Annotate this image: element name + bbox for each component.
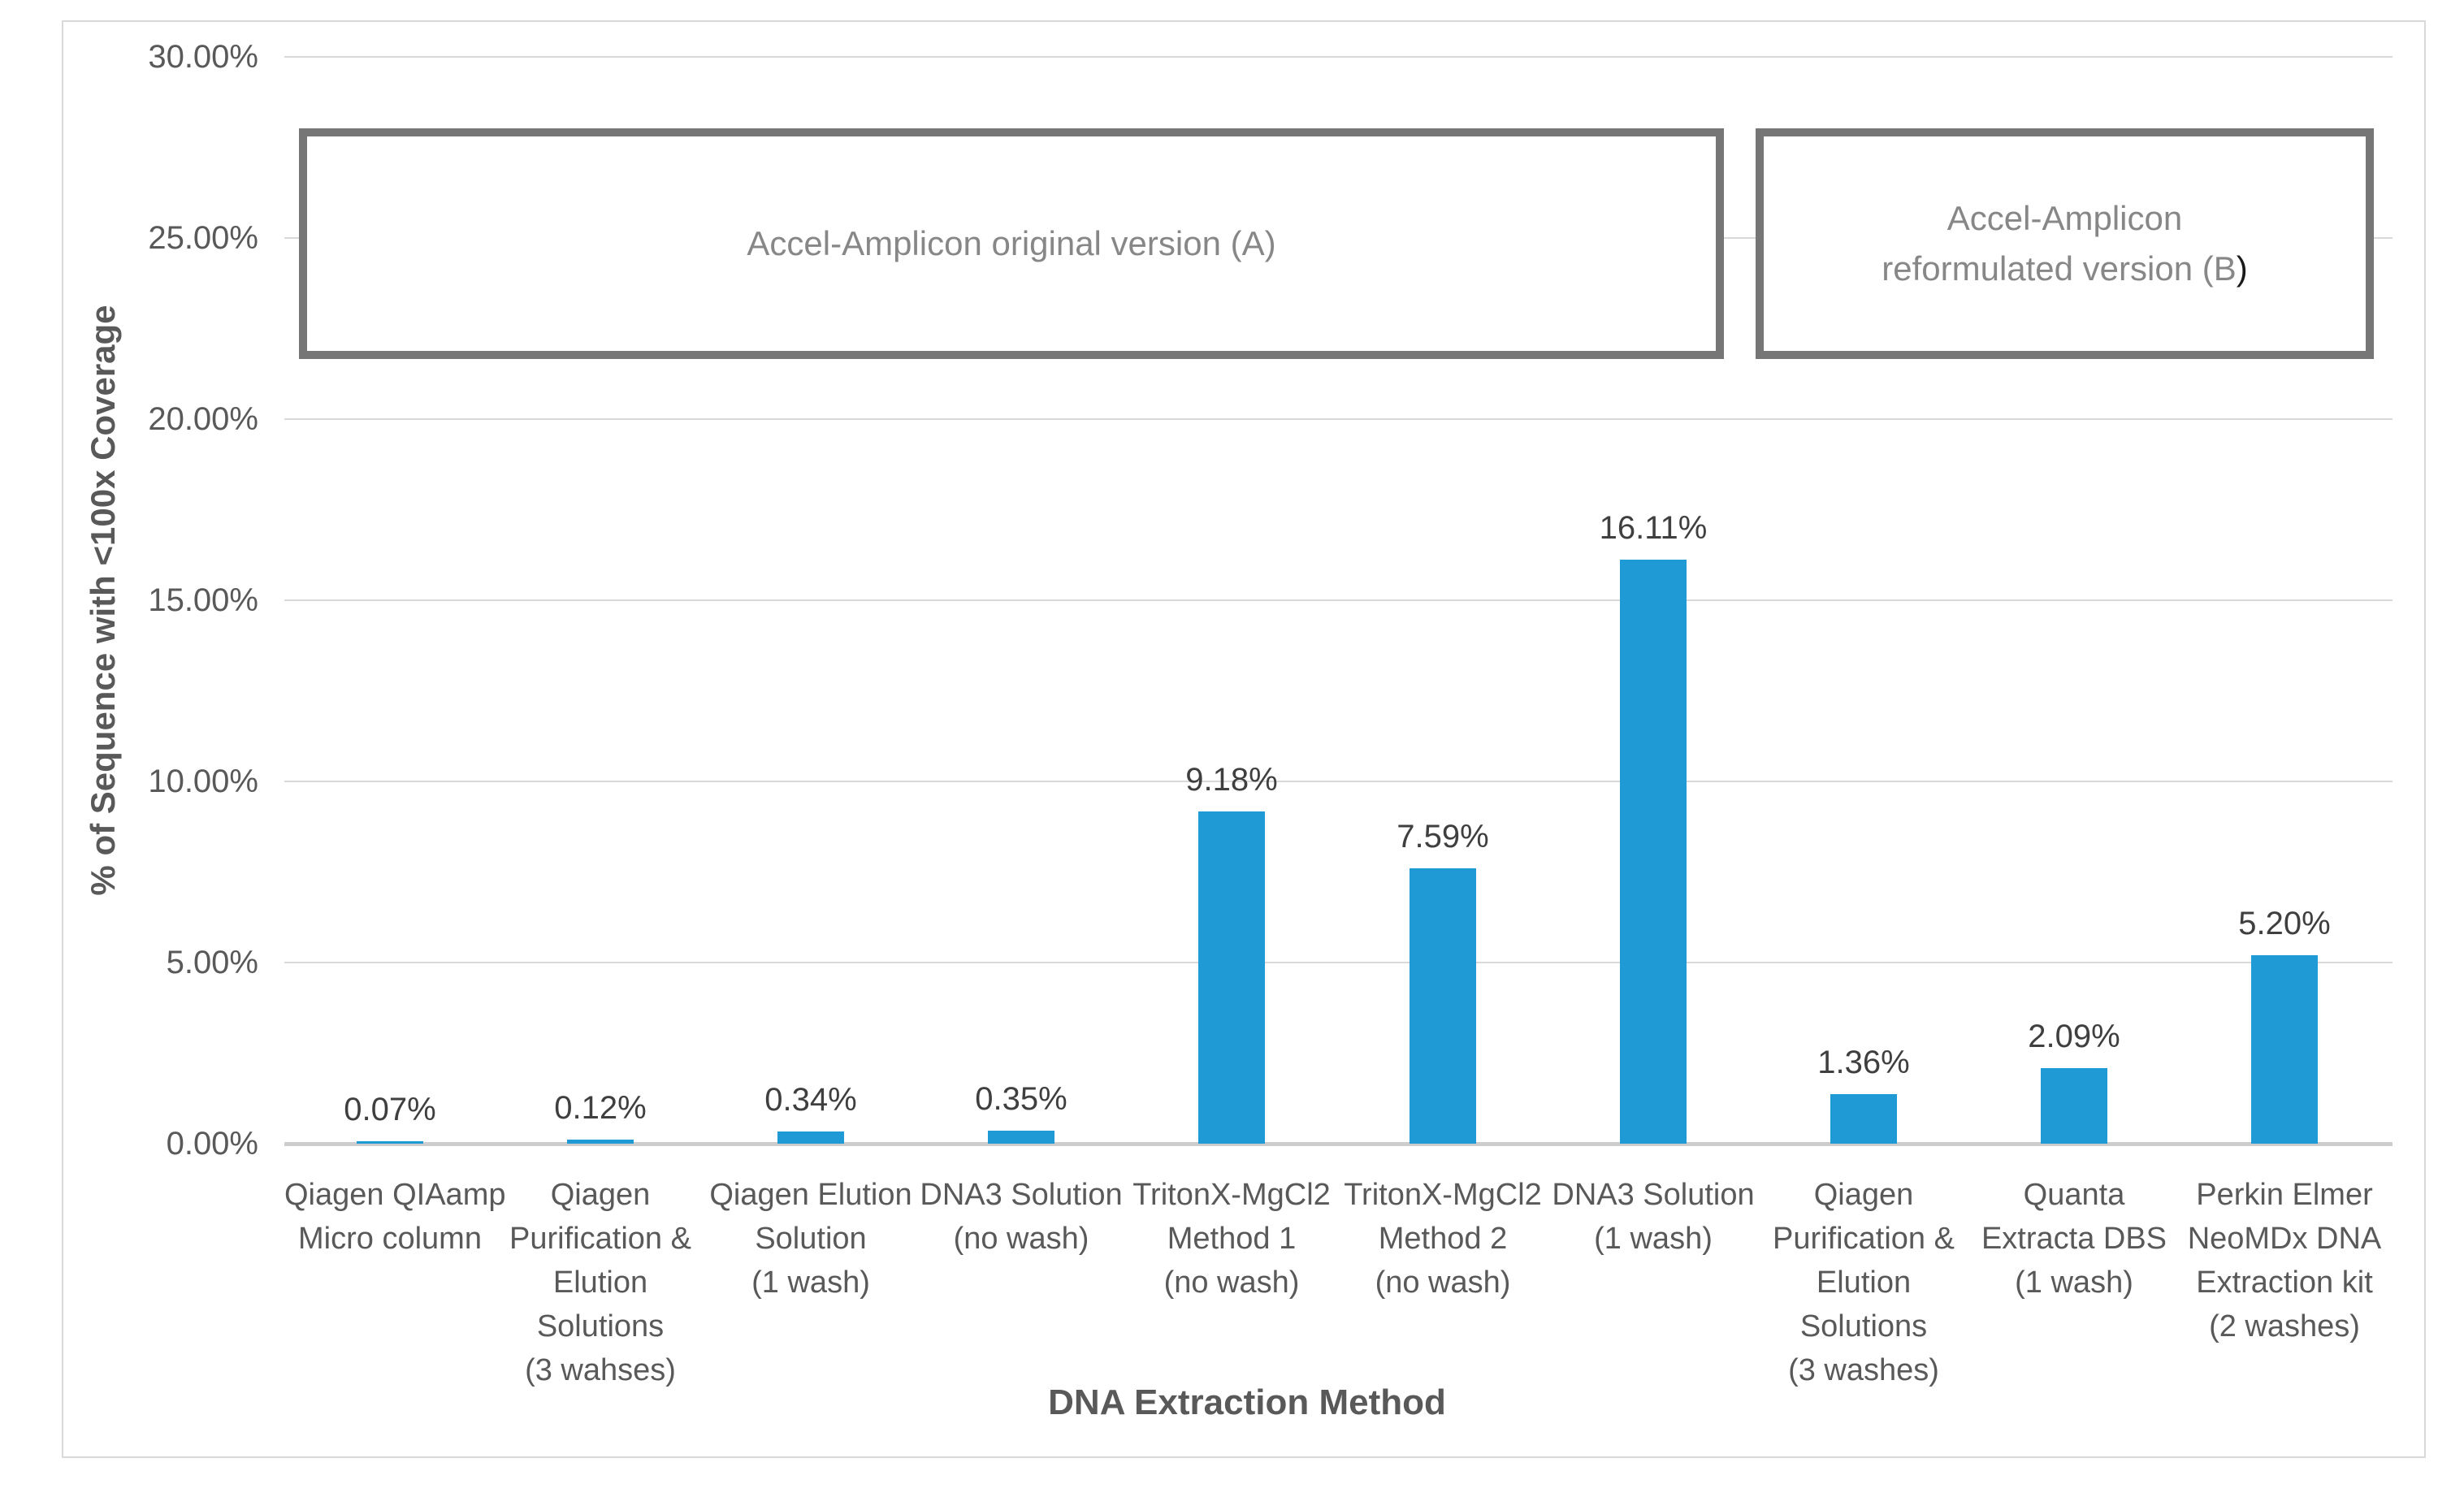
bar-value-label: 0.07% (344, 1092, 436, 1127)
category-label-line: Qiagen (1813, 1178, 1914, 1212)
category-label: Qiagen Elution Solution (1 wash) (705, 1173, 916, 1304)
x-axis-line (284, 1142, 2393, 1146)
bar (777, 1131, 844, 1144)
category-label: Qiagen Purification & Elution Solutions (3 w… (1758, 1173, 1969, 1392)
bar-value-label: 2.09% (2028, 1019, 2120, 1054)
category-label-line: Micro column (298, 1222, 482, 1256)
annotation-text-dark-suffix: ) (2236, 249, 2248, 288)
y-tick-label: 25.00% (148, 220, 258, 256)
bar-value-label: 5.20% (2238, 906, 2331, 941)
category-label-line: Elution (552, 1266, 648, 1300)
category-label-line: (1 wash) (2015, 1266, 2133, 1300)
bar (2251, 955, 2318, 1144)
category-label-line: Purification & (1773, 1222, 1955, 1256)
category-label-line: (3 washes) (1788, 1353, 1939, 1387)
x-axis-title: DNA Extraction Method (1048, 1382, 1446, 1422)
category-label-line: DNA3 Solution (1552, 1178, 1755, 1212)
category-label: Qiagen QIAamp Micro column (284, 1173, 506, 1261)
bar (1830, 1094, 1897, 1144)
category-label-line: Purification & (509, 1222, 691, 1256)
category-label-line: Extraction kit (2196, 1266, 2373, 1300)
bar (988, 1131, 1054, 1144)
category-label-line: (1 wash) (1594, 1222, 1713, 1256)
bar (357, 1141, 423, 1144)
category-label: Qiagen Purification & Elution Solutions (3 w… (495, 1173, 706, 1392)
category-label-line: (2 washes) (2209, 1309, 2360, 1343)
y-axis-title: % of Sequence with <100x Coverage (84, 305, 122, 896)
category-label: TritonX-MgCl2 Method 2 (no wash) (1337, 1173, 1548, 1304)
category-label-line: Extracta DBS (1981, 1222, 2167, 1256)
category-label-line: (no wash) (1375, 1266, 1511, 1300)
category-label-line: NeoMDx DNA (2187, 1222, 2382, 1256)
bar-value-label: 1.36% (1817, 1045, 1910, 1080)
y-tick-label: 10.00% (148, 764, 258, 799)
bar-value-label: 0.34% (764, 1082, 857, 1118)
gridline (284, 781, 2393, 782)
category-label-line: Qiagen QIAamp (284, 1178, 506, 1212)
category-label: DNA3 Solution (1 wash) (1548, 1173, 1759, 1261)
category-label-line: TritonX-MgCl2 (1344, 1178, 1542, 1212)
annotation-text-line: Accel-Amplicon original version (A) (747, 224, 1276, 262)
y-tick-label: 20.00% (148, 401, 258, 437)
bar-value-label: 9.18% (1185, 762, 1278, 798)
category-label-line: Quanta (2023, 1178, 2125, 1212)
category-label-line: Solutions (536, 1309, 665, 1343)
bar (1620, 560, 1687, 1144)
bar-value-label: 7.59% (1397, 819, 1489, 855)
annotation-box-b: Accel-Amplicon reformulated version (B) (1756, 128, 2374, 359)
category-label-line: Solutions (1799, 1309, 1928, 1343)
gridline (284, 962, 2393, 963)
annotation-text-line: Accel-Amplicon (1947, 199, 2183, 237)
bar (2041, 1068, 2107, 1144)
category-label-line: Perkin Elmer (2196, 1178, 2373, 1212)
category-label: Perkin Elmer NeoMDx DNA Extraction kit (2 w… (2179, 1173, 2390, 1348)
annotation-text: reformulated version (B (1882, 249, 2237, 288)
category-label-line: DNA3 Solution (920, 1178, 1123, 1212)
bar (1410, 868, 1476, 1144)
category-label-line: (no wash) (953, 1222, 1089, 1256)
bar-value-label: 16.11% (1599, 510, 1708, 546)
y-tick-label: 5.00% (166, 945, 258, 980)
bar (1198, 811, 1265, 1144)
category-label-line: TritonX-MgCl2 (1132, 1178, 1331, 1212)
bar-value-label: 0.35% (975, 1081, 1067, 1117)
y-tick-label: 0.00% (166, 1126, 258, 1162)
category-label-line: Qiagen Elution (709, 1178, 912, 1212)
category-label-line: (3 wahses) (525, 1353, 676, 1387)
gridline (284, 418, 2393, 420)
annotation-box-a: Accel-Amplicon original version (A) (299, 128, 1724, 359)
category-label-line: Method 1 (1167, 1222, 1297, 1256)
category-label-line: (no wash) (1163, 1266, 1300, 1300)
category-label-line: (1 wash) (751, 1266, 870, 1300)
category-label-line: Solution (755, 1222, 867, 1256)
gridline (284, 599, 2393, 601)
bar-value-label: 0.12% (554, 1090, 647, 1126)
category-label-line: Qiagen (550, 1178, 651, 1212)
bar (567, 1140, 634, 1144)
annotation-text-line: reformulated version (B) (1882, 244, 2248, 294)
y-tick-label: 15.00% (148, 582, 258, 618)
category-label: TritonX-MgCl2 Method 1 (no wash) (1126, 1173, 1337, 1304)
y-tick-label: 30.00% (148, 39, 258, 75)
category-label: DNA3 Solution (no wash) (916, 1173, 1127, 1261)
category-label-line: Method 2 (1378, 1222, 1508, 1256)
category-label-line: Elution (1816, 1266, 1912, 1300)
category-label: Quanta Extracta DBS (1 wash) (1968, 1173, 2180, 1304)
gridline (284, 56, 2393, 58)
